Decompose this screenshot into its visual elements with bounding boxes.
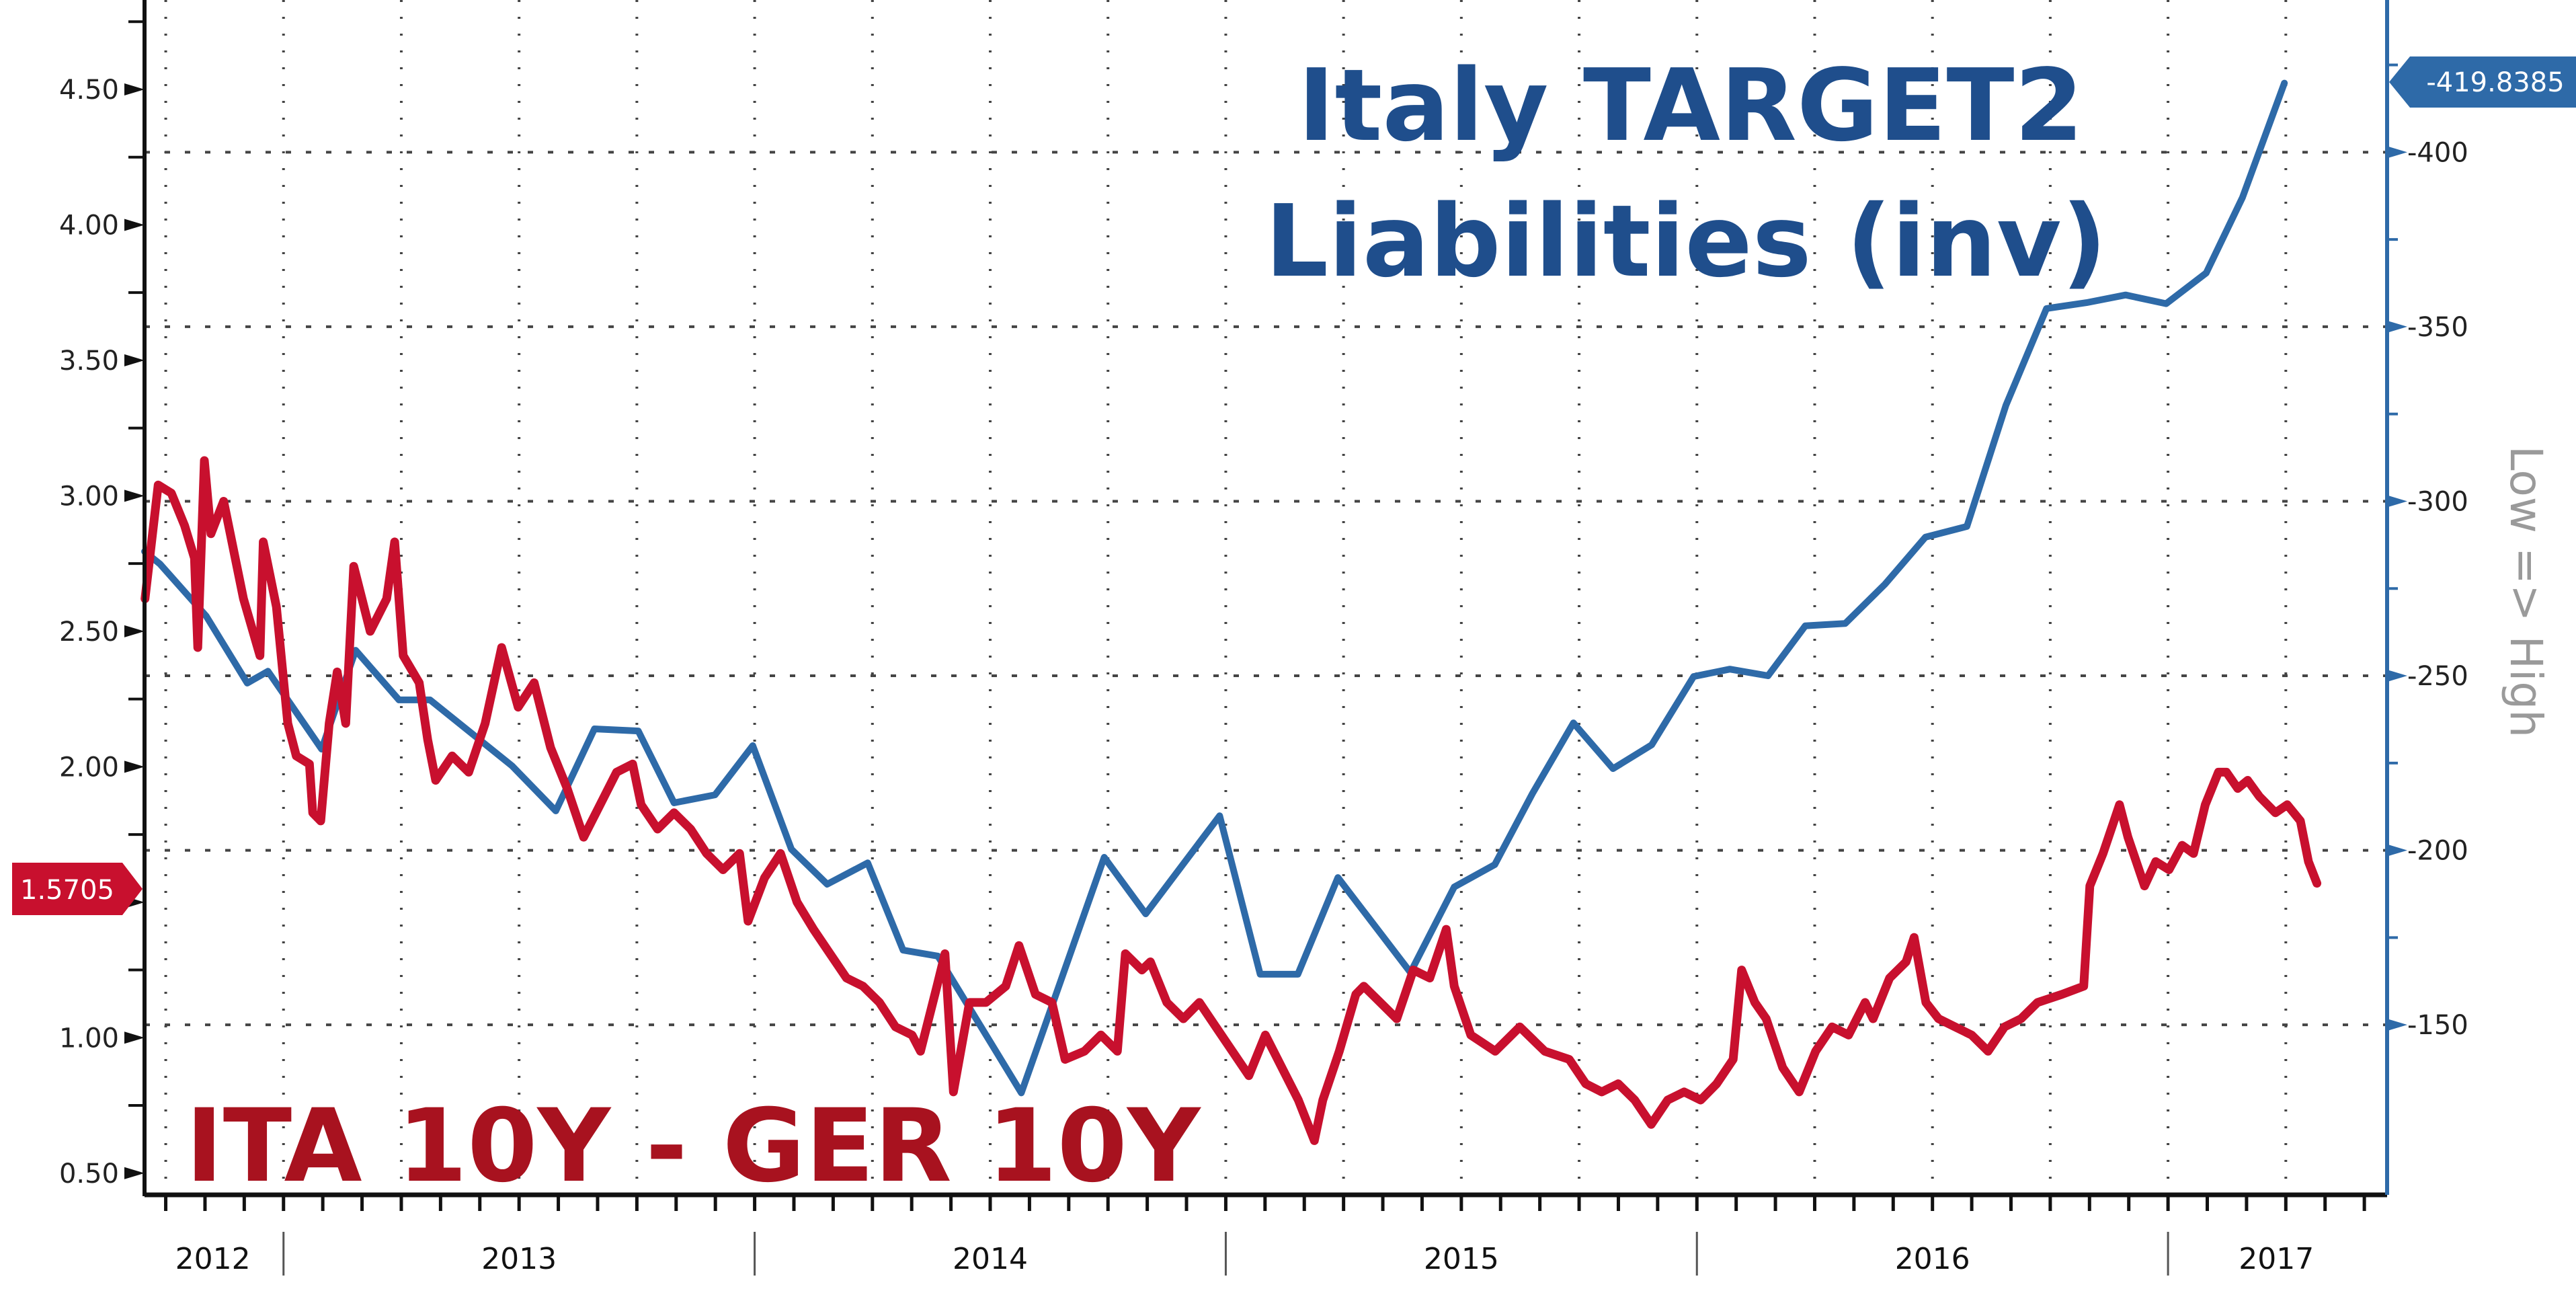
series-layer (140, 79, 2322, 1145)
right-tick-label: -350 (2407, 312, 2468, 343)
right-tick-label: -400 (2407, 137, 2468, 168)
x-year-label: 2012 (175, 1242, 251, 1276)
left-last-value-tag: 1.5705 (12, 863, 143, 915)
left-tag-shape (12, 863, 143, 915)
left-tick-label: 3.50 (59, 346, 119, 377)
left-major-tick (124, 760, 145, 773)
left-axis: 0.501.001.502.002.503.003.504.004.50 (59, 20, 145, 1189)
left-major-tick (124, 354, 145, 366)
right-tag-shape (2389, 56, 2576, 108)
left-tick-label: 0.50 (59, 1159, 119, 1189)
right-major-tick (2387, 1019, 2407, 1031)
left-major-tick (124, 490, 145, 502)
x-year-label: 2015 (1424, 1242, 1499, 1276)
series-line-spread (140, 456, 2322, 1145)
right-tick-label: -200 (2407, 836, 2468, 867)
left-tick-label: 2.00 (59, 752, 119, 783)
right-axis-title: Low => High (2500, 446, 2552, 738)
x-year-label: 2014 (953, 1242, 1028, 1276)
right-major-tick (2387, 844, 2407, 857)
chart-title-line-2: Liabilities (inv) (1265, 184, 2107, 299)
right-major-tick (2387, 495, 2407, 508)
right-tick-label: -300 (2407, 486, 2468, 517)
left-major-tick (124, 1167, 145, 1179)
chart-title-line-1: Italy TARGET2 (1298, 48, 2084, 163)
left-tick-label: 4.00 (59, 210, 119, 241)
right-last-value-tag: -419.8385 (2389, 56, 2576, 108)
right-tick-label: -150 (2407, 1010, 2468, 1041)
left-major-tick (124, 219, 145, 231)
right-axis: -150 -200 -250 -300 -350 -400 (2387, 63, 2468, 1041)
right-major-tick (2387, 320, 2407, 333)
right-tick-label: -250 (2407, 661, 2468, 692)
left-major-tick (124, 83, 145, 95)
left-tick-label: 3.00 (59, 481, 119, 512)
x-year-label: 2013 (481, 1242, 557, 1276)
left-major-tick (124, 1031, 145, 1044)
series-label-spread: ITA 10Y - GER 10Y (186, 1088, 1202, 1205)
left-tick-label: 1.00 (59, 1023, 119, 1054)
x-year-label: 2016 (1895, 1242, 1970, 1276)
left-last-value: 1.5705 (20, 875, 114, 906)
right-major-tick (2387, 670, 2407, 682)
x-year-label: 2017 (2239, 1242, 2314, 1276)
left-tick-label: 4.50 (59, 75, 119, 106)
left-tick-label: 2.50 (59, 617, 119, 648)
left-major-tick (124, 625, 145, 637)
x-axis: 2012 2013 2014 2015 2016 2017 (164, 1195, 2366, 1276)
right-last-value: -419.8385 (2426, 67, 2564, 98)
right-major-tick (2387, 146, 2407, 159)
